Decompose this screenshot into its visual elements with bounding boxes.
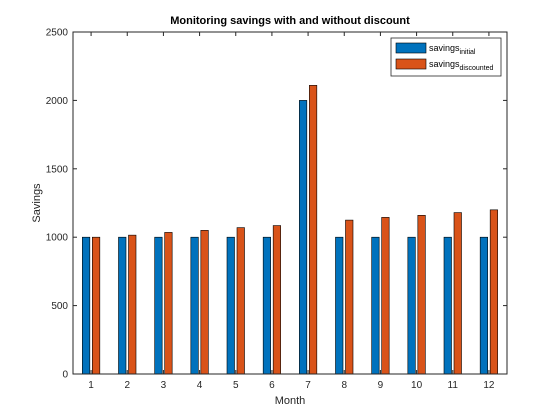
bar-discounted-month-4 [200, 230, 209, 375]
y-axis-label: Savings [31, 183, 43, 223]
x-tick-label-2: 2 [124, 380, 130, 391]
bar-initial-month-7 [299, 100, 308, 375]
bar-initial-month-9 [371, 236, 380, 375]
legend-label-discounted-main: savings [429, 59, 460, 69]
bar-discounted-month-2 [128, 234, 137, 375]
x-axis-label: Month [275, 395, 306, 407]
bar-initial-month-11 [443, 236, 452, 375]
legend-swatch-initial [395, 42, 427, 54]
bar-initial-month-8 [335, 236, 344, 375]
bar-initial-month-4 [190, 236, 199, 375]
y-tick-label-1500: 1500 [46, 164, 69, 175]
y-tick-label-0: 0 [62, 370, 68, 381]
legend-swatch-discounted [395, 58, 427, 70]
bar-initial-month-1 [82, 236, 91, 375]
bar-initial-month-5 [226, 236, 235, 375]
bar-discounted-month-8 [345, 219, 354, 375]
y-tick-label-1000: 1000 [46, 233, 69, 244]
plot-area [73, 32, 507, 374]
bar-discounted-month-5 [236, 227, 245, 375]
bar-initial-month-12 [479, 236, 488, 375]
x-tick-label-1: 1 [88, 380, 94, 391]
x-tick-label-9: 9 [378, 380, 384, 391]
bar-discounted-month-1 [92, 236, 101, 375]
y-tick-label-2000: 2000 [46, 96, 69, 107]
legend-label-initial: savingsinitial [429, 43, 476, 56]
bar-initial-month-6 [262, 236, 271, 375]
x-tick-label-10: 10 [411, 380, 423, 391]
bar-discounted-month-12 [489, 209, 498, 375]
bar-discounted-month-3 [164, 232, 173, 375]
bar-initial-month-10 [407, 236, 416, 375]
legend-label-initial-sub: initial [460, 49, 476, 56]
legend-label-discounted-sub: discounted [460, 65, 494, 72]
axes-box [72, 31, 508, 375]
x-tick-label-4: 4 [197, 380, 203, 391]
x-tick-label-3: 3 [161, 380, 167, 391]
bar-discounted-month-7 [309, 85, 318, 375]
bar-discounted-month-6 [272, 225, 281, 375]
x-tick-label-11: 11 [448, 380, 459, 391]
bar-discounted-month-10 [417, 215, 426, 375]
chart-title: Monitoring savings with and without disc… [170, 15, 410, 27]
x-axis-ticks: 1 2 3 4 5 6 7 8 9 10 11 12 [88, 32, 495, 391]
legend-label-initial-main: savings [429, 43, 460, 53]
x-tick-label-6: 6 [269, 380, 275, 391]
y-tick-label-2500: 2500 [46, 28, 69, 39]
x-tick-label-8: 8 [341, 380, 347, 391]
bar-initial-month-3 [154, 236, 163, 375]
bar-discounted-month-11 [453, 212, 462, 375]
x-tick-label-12: 12 [483, 380, 495, 391]
bar-initial-month-2 [118, 236, 127, 375]
x-tick-label-5: 5 [233, 380, 239, 391]
legend: savingsinitial savingsdiscounted [390, 37, 502, 77]
x-tick-label-7: 7 [305, 380, 311, 391]
legend-label-discounted: savingsdiscounted [429, 59, 493, 72]
bar-discounted-month-9 [381, 217, 390, 375]
y-tick-label-500: 500 [51, 301, 68, 312]
